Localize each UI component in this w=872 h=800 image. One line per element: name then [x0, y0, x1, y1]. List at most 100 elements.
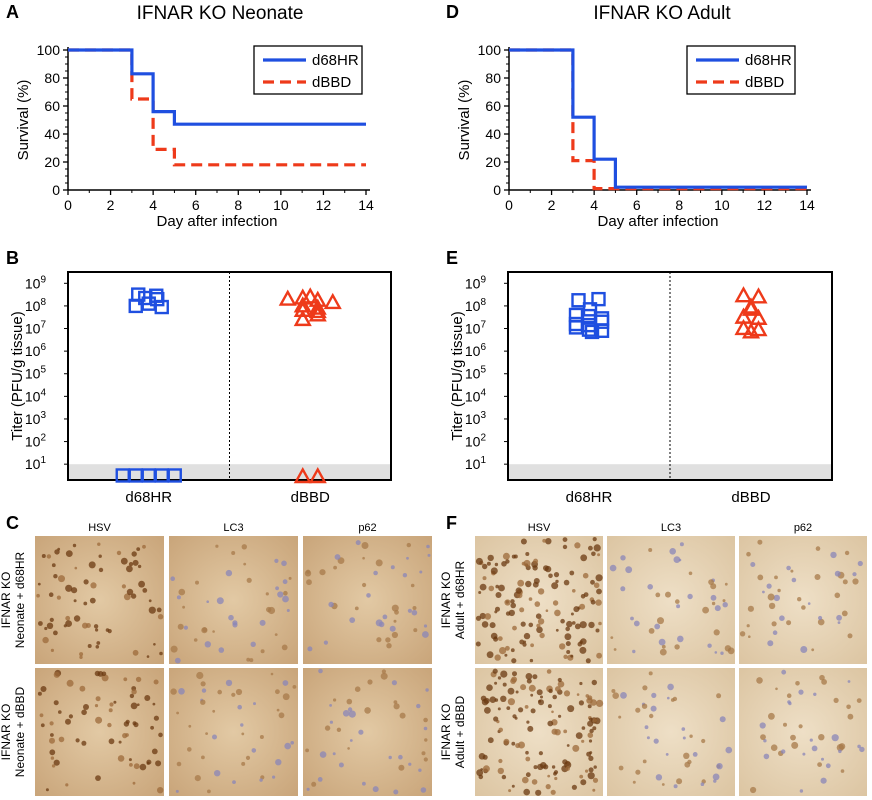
cell-nucleus — [596, 588, 602, 595]
cell-nucleus — [276, 708, 280, 712]
row-label: IFNAR KOAdult + d68HR — [439, 560, 467, 639]
cell-nucleus — [856, 698, 862, 703]
y-tick-label: 108 — [25, 297, 47, 314]
cell-nucleus — [426, 544, 430, 549]
cell-nucleus — [672, 696, 678, 702]
cell-nucleus — [44, 626, 48, 631]
cell-nucleus — [748, 635, 751, 638]
cell-nucleus — [550, 789, 556, 795]
cell-nucleus — [553, 572, 560, 578]
cell-nucleus — [495, 606, 500, 612]
x-tick-label: 6 — [633, 197, 641, 213]
legend-label-dBBD: dBBD — [745, 74, 784, 91]
cell-nucleus — [39, 713, 44, 718]
cell-nucleus — [799, 789, 804, 793]
cell-nucleus — [137, 703, 140, 706]
cell-nucleus — [75, 738, 80, 743]
cell-nucleus — [170, 645, 178, 653]
cell-nucleus — [68, 714, 73, 719]
cell-nucleus — [673, 784, 678, 789]
cell-nucleus — [494, 562, 499, 567]
cell-nucleus — [710, 583, 717, 590]
cell-nucleus — [272, 775, 276, 779]
cell-nucleus — [175, 789, 179, 793]
cell-nucleus — [83, 704, 89, 710]
x-tick-label: 12 — [757, 197, 773, 213]
cell-nucleus — [857, 744, 861, 749]
cell-nucleus — [188, 724, 192, 728]
cell-nucleus — [135, 676, 142, 683]
data-point-dBBD — [734, 318, 753, 336]
cell-nucleus — [534, 601, 541, 607]
cell-nucleus — [81, 709, 87, 716]
x-tick-label: 8 — [234, 197, 242, 213]
cell-nucleus — [393, 700, 398, 704]
cell-nucleus — [800, 646, 808, 653]
cell-nucleus — [362, 556, 365, 560]
y-axis-label: Survival (%) — [15, 80, 32, 161]
cell-nucleus — [380, 672, 388, 680]
cell-nucleus — [408, 762, 412, 766]
cell-nucleus — [338, 762, 344, 768]
cell-nucleus — [821, 757, 824, 761]
cell-nucleus — [565, 766, 570, 771]
cell-nucleus — [206, 600, 209, 603]
cell-nucleus — [178, 688, 185, 695]
cell-nucleus — [402, 573, 408, 578]
panel-label-a: A — [6, 2, 19, 22]
cell-nucleus — [572, 621, 576, 625]
data-point-d68HR — [594, 311, 610, 326]
cell-nucleus — [51, 563, 56, 568]
cell-nucleus — [587, 772, 595, 780]
survival-line-d68HR — [68, 48, 366, 126]
cell-nucleus — [207, 789, 211, 794]
cell-nucleus — [525, 750, 529, 755]
cell-nucleus — [391, 631, 398, 639]
cell-nucleus — [620, 586, 626, 592]
cell-nucleus — [523, 788, 530, 796]
cell-nucleus — [682, 736, 686, 740]
cell-nucleus — [537, 618, 545, 625]
cell-nucleus — [676, 604, 681, 609]
x-tick-label: 0 — [64, 197, 72, 213]
cell-nucleus — [65, 550, 73, 557]
cell-nucleus — [278, 712, 285, 719]
y-tick-label: 100 — [478, 42, 502, 58]
cell-nucleus — [150, 725, 155, 730]
cell-nucleus — [355, 540, 361, 546]
cell-nucleus — [488, 585, 495, 592]
cell-nucleus — [157, 614, 164, 620]
cell-nucleus — [677, 635, 684, 643]
cell-nucleus — [587, 704, 592, 709]
cell-nucleus — [618, 765, 624, 771]
cell-nucleus — [502, 552, 510, 560]
micrograph-grid-adult: HSV LC3 p62 IFNAR KOAdult + d68HR IFNAR KOAd… — [439, 522, 867, 796]
data-point-d68HR — [584, 324, 600, 340]
cell-nucleus — [130, 702, 138, 710]
cell-nucleus — [123, 677, 128, 682]
cell-nucleus — [65, 718, 71, 725]
cell-nucleus — [579, 681, 583, 686]
cell-nucleus — [73, 615, 81, 622]
cell-nucleus — [655, 774, 663, 781]
cell-nucleus — [132, 781, 136, 785]
cell-nucleus — [757, 539, 763, 545]
cell-nucleus — [779, 615, 785, 621]
cell-nucleus — [423, 757, 428, 762]
cell-nucleus — [284, 742, 292, 750]
cell-nucleus — [716, 763, 723, 770]
titer-chart-adult: 101 102 103 104 105 106 107 108 109 Titer (PFU/g … — [449, 271, 833, 506]
cell-nucleus — [497, 636, 503, 641]
cell-nucleus — [767, 593, 775, 601]
cell-nucleus — [152, 702, 156, 706]
cell-nucleus — [391, 680, 397, 686]
cell-nucleus — [489, 622, 496, 629]
cell-nucleus — [768, 712, 775, 720]
cell-nucleus — [87, 644, 92, 648]
cell-nucleus — [648, 628, 655, 634]
cell-nucleus — [170, 576, 175, 581]
cell-nucleus — [813, 692, 817, 696]
cell-nucleus — [508, 609, 515, 617]
cell-nucleus — [593, 765, 597, 769]
cell-nucleus — [364, 707, 371, 714]
